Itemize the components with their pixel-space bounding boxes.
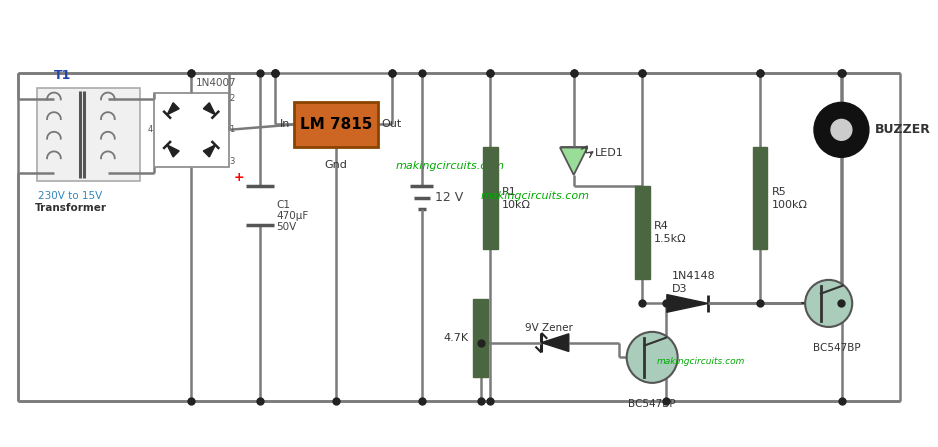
Text: T1: T1 xyxy=(54,69,71,82)
Text: 2: 2 xyxy=(230,93,234,102)
Text: makingcircuits.com: makingcircuits.com xyxy=(395,161,505,171)
Text: In: In xyxy=(280,119,290,130)
Text: 230V to 15V: 230V to 15V xyxy=(38,190,103,201)
Text: BUZZER: BUZZER xyxy=(875,123,930,136)
Text: 1.5kΩ: 1.5kΩ xyxy=(654,234,687,244)
Text: Gnd: Gnd xyxy=(325,160,347,170)
FancyBboxPatch shape xyxy=(38,88,141,181)
Text: D3: D3 xyxy=(672,284,688,294)
FancyBboxPatch shape xyxy=(752,147,767,249)
Text: 1N4148: 1N4148 xyxy=(672,271,716,281)
Text: 3: 3 xyxy=(230,157,234,166)
Polygon shape xyxy=(541,334,568,351)
Text: R5: R5 xyxy=(772,187,787,197)
Polygon shape xyxy=(167,103,179,115)
Polygon shape xyxy=(204,145,216,157)
Text: 4.7K: 4.7K xyxy=(444,333,469,343)
Text: 9V Zener: 9V Zener xyxy=(525,323,573,333)
Circle shape xyxy=(805,280,853,327)
Polygon shape xyxy=(167,145,179,157)
Circle shape xyxy=(814,102,869,157)
FancyBboxPatch shape xyxy=(473,299,488,377)
Polygon shape xyxy=(204,103,216,115)
Text: 10kΩ: 10kΩ xyxy=(502,200,531,210)
Polygon shape xyxy=(667,295,708,312)
Text: BC547BP: BC547BP xyxy=(812,343,860,353)
FancyBboxPatch shape xyxy=(295,102,378,147)
Text: C1: C1 xyxy=(277,200,291,211)
Circle shape xyxy=(831,119,852,140)
Text: makingcircuits.com: makingcircuits.com xyxy=(480,190,590,201)
Text: makingcircuits.com: makingcircuits.com xyxy=(657,357,746,366)
Text: LM 7815: LM 7815 xyxy=(300,117,372,132)
Text: 4: 4 xyxy=(148,125,153,135)
Text: 470μF: 470μF xyxy=(277,211,309,221)
Text: 1: 1 xyxy=(230,125,234,135)
Text: 50V: 50V xyxy=(277,222,296,232)
Text: Transformer: Transformer xyxy=(35,203,107,213)
Text: Out: Out xyxy=(382,119,401,130)
Text: 12 V: 12 V xyxy=(435,191,463,204)
Text: R1: R1 xyxy=(502,187,517,197)
Text: +: + xyxy=(234,171,244,184)
Text: 100kΩ: 100kΩ xyxy=(772,200,808,210)
FancyBboxPatch shape xyxy=(483,147,498,249)
Circle shape xyxy=(627,332,677,383)
Text: BC547BP: BC547BP xyxy=(628,399,676,409)
Text: LED1: LED1 xyxy=(596,148,624,158)
Text: 1N4007: 1N4007 xyxy=(196,78,236,88)
Polygon shape xyxy=(560,148,587,175)
Text: R4: R4 xyxy=(654,221,669,232)
FancyBboxPatch shape xyxy=(635,186,650,279)
